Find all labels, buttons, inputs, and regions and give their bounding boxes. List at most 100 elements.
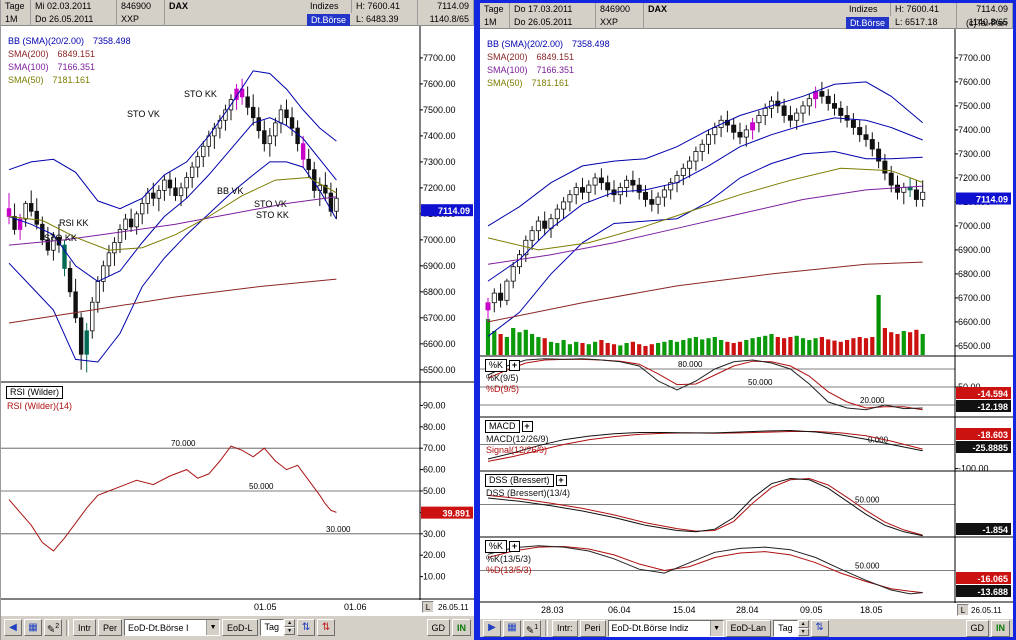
svg-text:6500.00: 6500.00 bbox=[423, 365, 456, 375]
svg-text:50.000: 50.000 bbox=[855, 496, 880, 505]
chart-window-right[interactable]: Tage Do 17.03.2011 846900 DAX Indizes H:… bbox=[474, 0, 1016, 640]
period-button[interactable]: Peri bbox=[579, 619, 606, 637]
svg-text:BB VK: BB VK bbox=[217, 186, 244, 196]
xaxis-tick-label: 09.05 bbox=[800, 605, 823, 615]
rsi-pane-legend: RSI (Wilder)(14) bbox=[7, 401, 73, 411]
datasource-combo[interactable]: EoD-Dt.Börse Indiz ▼ bbox=[607, 619, 724, 637]
svg-text:7000.00: 7000.00 bbox=[423, 235, 456, 245]
expand-icon[interactable]: + bbox=[555, 475, 567, 486]
chart-header-right: Tage Do 17.03.2011 846900 DAX Indizes H:… bbox=[480, 3, 1013, 29]
eod-button[interactable]: EoD-Lan bbox=[725, 619, 772, 637]
eod-button[interactable]: EoD-L bbox=[222, 619, 258, 636]
high-cell: H: 7600.41 bbox=[891, 3, 957, 16]
legend-label: SMA(100) bbox=[8, 62, 49, 72]
group-cell: Indizes bbox=[306, 0, 352, 13]
timeframe-spinner[interactable]: Tag ▲ ▼ bbox=[773, 619, 809, 637]
in-button[interactable]: IN bbox=[991, 619, 1010, 637]
svg-text:STO KK: STO KK bbox=[44, 233, 77, 243]
draw-pencil-icon[interactable]: ✎1 bbox=[523, 619, 541, 637]
in-button[interactable]: IN bbox=[452, 619, 471, 636]
datasource-chip[interactable]: Dt.Börse bbox=[845, 16, 889, 29]
stoch1-pane-title[interactable]: %K bbox=[485, 359, 508, 372]
legend-row: BB (SMA)(20/2.00) 7358.498 bbox=[487, 38, 610, 51]
xaxis-tick-label: 06.04 bbox=[608, 605, 631, 615]
intraday-button[interactable]: Intr bbox=[73, 619, 97, 636]
last-price-cell: 7114.09 bbox=[418, 0, 474, 13]
datasource-chip[interactable]: Dt.Börse bbox=[306, 13, 350, 26]
dss-pane-title[interactable]: DSS (Bressert) bbox=[485, 474, 554, 487]
rsi-pane-title[interactable]: RSI (Wilder) bbox=[6, 386, 63, 399]
zoom-cell[interactable]: 1M bbox=[480, 16, 510, 29]
stoch2-legend-d: %D(13/5/3) bbox=[486, 565, 532, 575]
period-cell[interactable]: Tage bbox=[1, 0, 31, 13]
copyright-label: (c)Tai-Pan bbox=[965, 18, 1007, 28]
svg-text:-14.594: -14.594 bbox=[977, 389, 1008, 399]
stoch2-pane-header: %K + bbox=[485, 540, 521, 553]
gd-button[interactable]: GD bbox=[965, 619, 989, 637]
svg-text:6900.00: 6900.00 bbox=[958, 245, 991, 255]
xaxis-tick-label: 18.05 bbox=[860, 605, 883, 615]
svg-text:7500.00: 7500.00 bbox=[423, 105, 456, 115]
legend-value: 7166.351 bbox=[536, 65, 575, 75]
sort-updown-icon[interactable]: ⇅ bbox=[810, 619, 829, 637]
legend-row: SMA(200) 6849.151 bbox=[487, 51, 610, 64]
period-button[interactable]: Per bbox=[98, 619, 123, 636]
cursor-date-cell: Do 17.03.2011 bbox=[510, 3, 596, 16]
nav-back-icon[interactable]: ◀ bbox=[4, 619, 22, 636]
svg-text:7200.00: 7200.00 bbox=[958, 173, 991, 183]
group-cell: Indizes bbox=[845, 3, 891, 16]
symbol-cell: DAX bbox=[169, 1, 189, 11]
macd-pane-title[interactable]: MACD bbox=[485, 420, 520, 433]
svg-text:80.000: 80.000 bbox=[678, 360, 703, 369]
sort-updown-icon[interactable]: ⇅ bbox=[297, 619, 316, 636]
intraday-button[interactable]: Intr: bbox=[552, 619, 578, 637]
chart-grid-icon[interactable]: ▦ bbox=[24, 619, 42, 636]
expand-icon[interactable]: + bbox=[521, 421, 533, 432]
svg-text:80.00: 80.00 bbox=[423, 422, 446, 432]
chart-window-left[interactable]: Tage Mi 02.03.2011 846900 DAX Indizes H:… bbox=[0, 0, 475, 640]
axis-end-date: 26.05.11 bbox=[971, 606, 1002, 615]
last-price-cell: 7114.09 bbox=[957, 3, 1013, 16]
swap-icon[interactable]: ⇅ bbox=[317, 619, 336, 636]
svg-text:7300.00: 7300.00 bbox=[958, 149, 991, 159]
legend-row: SMA(50) 7181.161 bbox=[8, 74, 131, 87]
wkn-cell: 846900 bbox=[117, 0, 165, 13]
svg-text:RSI KK: RSI KK bbox=[59, 218, 89, 228]
gd-button[interactable]: GD bbox=[426, 619, 450, 636]
datasource-combo[interactable]: EoD-Dt.Börse I ▼ bbox=[124, 619, 221, 636]
chart-canvas-left[interactable]: 7700.00 7600.00 7500.00 7400.00 7300.00 7200.… bbox=[1, 26, 475, 600]
draw-pencil-icon[interactable]: ✎2 bbox=[44, 619, 62, 636]
svg-text:7114.09: 7114.09 bbox=[976, 195, 1008, 205]
indicator-legend: BB (SMA)(20/2.00) 7358.498 SMA(200) 6849.1… bbox=[487, 38, 610, 90]
svg-text:STO VK: STO VK bbox=[254, 199, 287, 209]
period-cell[interactable]: Tage bbox=[480, 3, 510, 16]
legend-label: SMA(100) bbox=[487, 65, 528, 75]
legend-row: SMA(200) 6849.151 bbox=[8, 48, 131, 61]
high-cell: H: 7600.41 bbox=[352, 0, 418, 13]
chart-canvas-right[interactable]: 7700.00 7600.00 7500.00 7400.00 7300.00 7200.… bbox=[480, 29, 1013, 603]
timeframe-spinner[interactable]: Tag ▲ ▼ bbox=[259, 619, 296, 636]
nav-forward-icon[interactable]: ▶ bbox=[483, 619, 501, 637]
wkn-cell: 846900 bbox=[596, 3, 644, 16]
svg-text:50.000: 50.000 bbox=[748, 378, 773, 387]
dss-legend: DSS (Bressert)(13/4) bbox=[486, 488, 571, 498]
expand-icon[interactable]: + bbox=[509, 360, 521, 371]
legend-value: 7166.351 bbox=[57, 62, 96, 72]
stoch2-pane-title[interactable]: %K bbox=[485, 540, 508, 553]
svg-text:7600.00: 7600.00 bbox=[423, 79, 456, 89]
chart-toolbar-left: ◀ ▦ ✎2 Intr Per EoD-Dt.Börse I ▼ EoD-L Tag ▲ ▼ ⇅ ⇅ GD… bbox=[1, 615, 474, 639]
zoom-cell[interactable]: 1M bbox=[1, 13, 31, 26]
dss-pane-header: DSS (Bressert) + bbox=[485, 474, 567, 487]
svg-text:7700.00: 7700.00 bbox=[423, 53, 456, 63]
axis-end-date: 26.05.11 bbox=[438, 603, 469, 612]
svg-text:70.000: 70.000 bbox=[171, 439, 196, 448]
legend-value: 6849.151 bbox=[536, 52, 575, 62]
svg-text:STO KK: STO KK bbox=[184, 89, 217, 99]
expand-icon[interactable]: + bbox=[509, 541, 521, 552]
svg-text:70.00: 70.00 bbox=[423, 443, 446, 453]
chart-grid-icon[interactable]: ▦ bbox=[503, 619, 521, 637]
time-axis: L 26.05.11 28.03 06.04 15.04 28.04 09.05 18.0… bbox=[480, 603, 1013, 618]
last-bar-box[interactable]: L bbox=[957, 604, 969, 616]
last-bar-box[interactable]: L bbox=[422, 601, 434, 613]
header-row-1: Tage Do 17.03.2011 846900 DAX Indizes H:… bbox=[480, 3, 1013, 16]
